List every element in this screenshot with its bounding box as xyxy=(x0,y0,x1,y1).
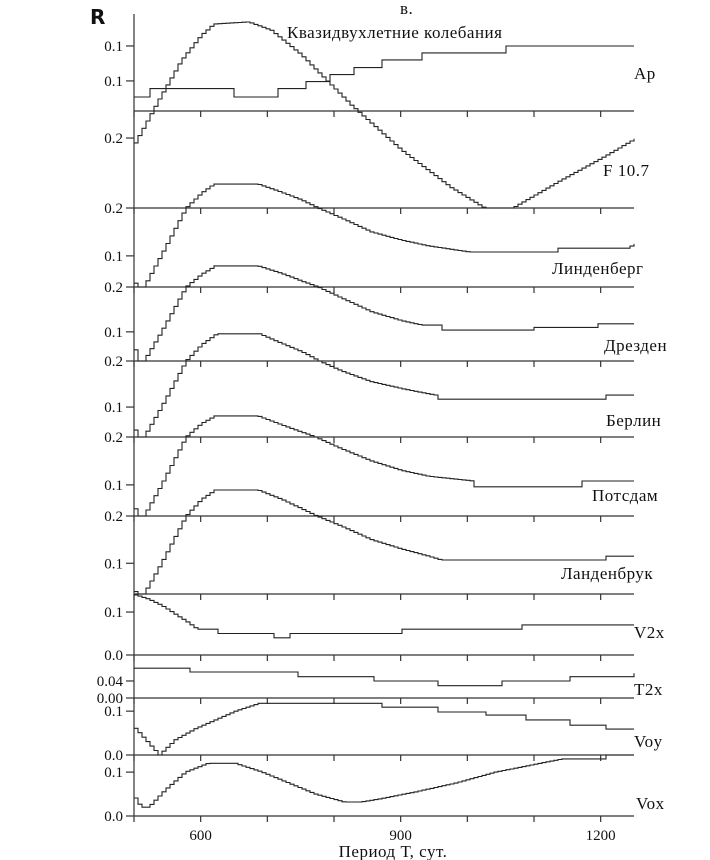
y-tick-label: 0.1 xyxy=(104,74,123,90)
y-tick-label: 0.04 xyxy=(97,674,124,690)
panel-ap: 0.1 0.1 Ap xyxy=(104,39,656,117)
y-tick-label: 0.2 xyxy=(104,430,123,446)
series-label: Берлин xyxy=(606,411,661,430)
y-tick-label: 0.1 xyxy=(104,704,123,720)
series-line-t2x xyxy=(134,667,635,687)
y-tick-label: 0.00 xyxy=(97,691,123,707)
chart-title: Квазидвухлетние колебания xyxy=(287,23,502,42)
panel-f107: 0.2 F 10.7 xyxy=(104,21,649,214)
panel-v2x: 0.1 0.0 V2x xyxy=(104,594,665,664)
y-tick-label: 0.2 xyxy=(104,280,123,296)
series-label: V2x xyxy=(634,623,665,642)
x-tick-label: 600 xyxy=(189,828,212,844)
series-label: T2x xyxy=(634,680,663,699)
panel-potsdam: 0.2 0.1 Потсдам xyxy=(104,415,658,522)
y-tick-label: 0.1 xyxy=(104,249,123,265)
y-tick-label: 0.2 xyxy=(104,201,123,217)
y-tick-label: 0.1 xyxy=(104,478,123,494)
x-axis: 600 900 1200 xyxy=(189,828,615,844)
y-tick-label: 0.0 xyxy=(104,648,123,664)
y-tick-label: 0.1 xyxy=(104,605,123,621)
y-tick-label: 0.0 xyxy=(104,748,123,764)
panel-letter: в. xyxy=(400,0,413,18)
panel-lindenberg: 0.2 0.1 Линденберг xyxy=(104,183,643,293)
series-label: Ap xyxy=(634,64,656,83)
series-line-vox xyxy=(134,754,634,808)
y-tick-label: 0.1 xyxy=(104,765,123,781)
panels-group: 0.1 0.1 Ap 0.2 F 10.7 0.2 0.1 Линденберг 0.2 0.1 Д… xyxy=(97,21,667,825)
series-line-f107 xyxy=(134,21,635,209)
panel-berlin: 0.2 0.1 Берлин xyxy=(104,333,661,443)
y-axis-label: R xyxy=(90,5,105,29)
x-axis-label: Период Т, сут. xyxy=(339,842,448,860)
series-label: Линденберг xyxy=(552,259,643,278)
series-label: Потсдам xyxy=(592,486,658,505)
panel-t2x: 0.040.00 T2x xyxy=(97,667,663,707)
y-tick-label: 0.1 xyxy=(104,325,123,341)
panel-dresden: 0.2 0.1 Дрезден xyxy=(104,265,667,367)
series-line-voy xyxy=(134,702,634,756)
y-tick-label: 0.1 xyxy=(104,39,123,55)
y-tick-label: 0.0 xyxy=(104,809,123,825)
x-tick-label: 900 xyxy=(389,828,412,844)
series-label: Vox xyxy=(636,794,665,813)
panel-landenbruk: 0.2 0.1 Ланденбрук xyxy=(104,489,653,600)
series-label: F 10.7 xyxy=(603,161,649,180)
panel-voy: 0.1 0.0 Voy xyxy=(104,702,663,764)
y-tick-label: 0.1 xyxy=(104,400,123,416)
series-label: Voy xyxy=(634,732,663,751)
y-tick-label: 0.2 xyxy=(104,131,123,147)
panel-vox: 0.1 0.0 Vox xyxy=(104,754,665,825)
series-line-berlin xyxy=(134,333,634,438)
series-line-v2x xyxy=(134,594,634,639)
y-tick-label: 0.1 xyxy=(104,556,123,572)
series-label: Дрезден xyxy=(604,336,667,355)
series-label: Ланденбрук xyxy=(561,564,653,583)
x-tick-label: 1200 xyxy=(586,828,616,844)
series-line-landenbruk xyxy=(134,489,634,595)
series-line-dresden xyxy=(134,265,634,362)
y-tick-label: 0.2 xyxy=(104,354,123,370)
series-line-ap xyxy=(134,45,634,98)
y-tick-label: 0.2 xyxy=(104,509,123,525)
series-line-lindenberg xyxy=(134,183,635,288)
series-line-potsdam xyxy=(134,415,634,517)
